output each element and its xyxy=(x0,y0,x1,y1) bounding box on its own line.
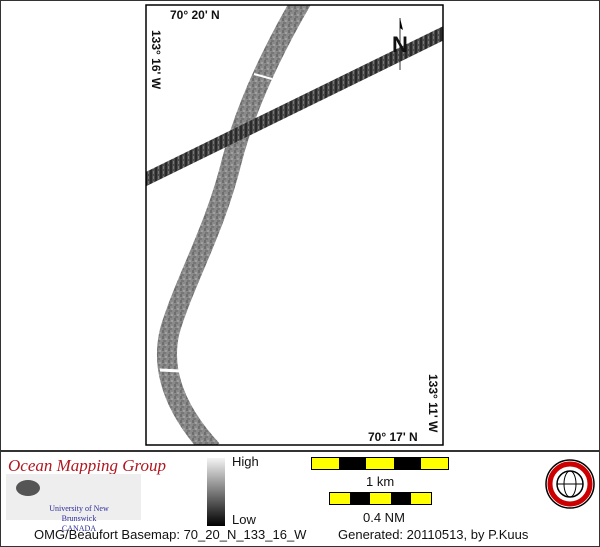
legend-divider xyxy=(0,450,600,452)
scale-bar-km xyxy=(311,457,449,470)
university-label: University of New Brunswick CANADA xyxy=(34,504,124,534)
omg-logo-image xyxy=(6,474,141,520)
map-canvas xyxy=(145,4,444,446)
ramp-low-label: Low xyxy=(232,512,256,527)
top-latitude-label: 70° 20' N xyxy=(170,8,220,22)
bottom-latitude-label: 70° 17' N xyxy=(368,430,418,444)
generated-info: Generated: 20110513, by P.Kuus xyxy=(338,527,529,542)
straight-survey-swath xyxy=(146,26,443,187)
scale-bar-nm xyxy=(329,492,432,505)
unb-geodesy-seal-logo xyxy=(545,459,595,509)
north-arrow-icon xyxy=(399,18,403,70)
intensity-color-ramp xyxy=(207,458,225,526)
scale-nm-label: 0.4 NM xyxy=(363,510,405,525)
swath-gap xyxy=(159,368,181,373)
north-arrow-label: N xyxy=(392,32,408,57)
scale-km-label: 1 km xyxy=(366,474,395,489)
group-name: Ocean Mapping Group xyxy=(8,456,167,475)
basemap-name: OMG/Beaufort Basemap: 70_20_N_133_16_W xyxy=(34,527,307,542)
map-frame xyxy=(145,4,444,446)
right-longitude-label: 133° 11' W xyxy=(426,374,440,433)
university-name: University of New Brunswick xyxy=(49,504,109,523)
curved-survey-swath xyxy=(157,5,311,445)
swath-gap xyxy=(253,73,273,80)
left-longitude-label: 133° 16' W xyxy=(149,30,163,90)
country-name: CANADA xyxy=(61,524,97,533)
ramp-high-label: High xyxy=(232,454,259,469)
